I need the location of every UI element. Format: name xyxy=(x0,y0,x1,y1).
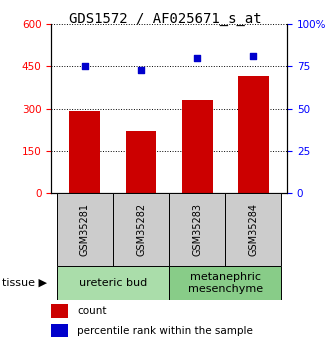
Bar xyxy=(126,131,156,193)
Bar xyxy=(57,266,169,300)
Text: GSM35281: GSM35281 xyxy=(80,203,90,256)
Text: tissue ▶: tissue ▶ xyxy=(2,278,47,288)
Text: GSM35284: GSM35284 xyxy=(248,203,258,256)
Bar xyxy=(169,266,281,300)
Point xyxy=(195,55,200,61)
Point xyxy=(82,63,87,69)
Bar xyxy=(182,100,213,193)
Text: percentile rank within the sample: percentile rank within the sample xyxy=(77,326,253,336)
Point xyxy=(138,67,144,72)
Text: GSM35283: GSM35283 xyxy=(192,203,202,256)
Bar xyxy=(238,76,269,193)
Text: metanephric
mesenchyme: metanephric mesenchyme xyxy=(188,272,263,294)
Text: count: count xyxy=(77,306,107,316)
Bar xyxy=(51,304,68,317)
Bar xyxy=(57,193,113,266)
Text: GDS1572 / AF025671_s_at: GDS1572 / AF025671_s_at xyxy=(69,12,261,26)
Text: ureteric bud: ureteric bud xyxy=(79,278,147,288)
Bar xyxy=(51,324,68,337)
Bar xyxy=(169,193,225,266)
Text: GSM35282: GSM35282 xyxy=(136,203,146,256)
Bar xyxy=(225,193,281,266)
Point xyxy=(251,53,256,59)
Bar xyxy=(69,111,100,193)
Bar xyxy=(113,193,169,266)
